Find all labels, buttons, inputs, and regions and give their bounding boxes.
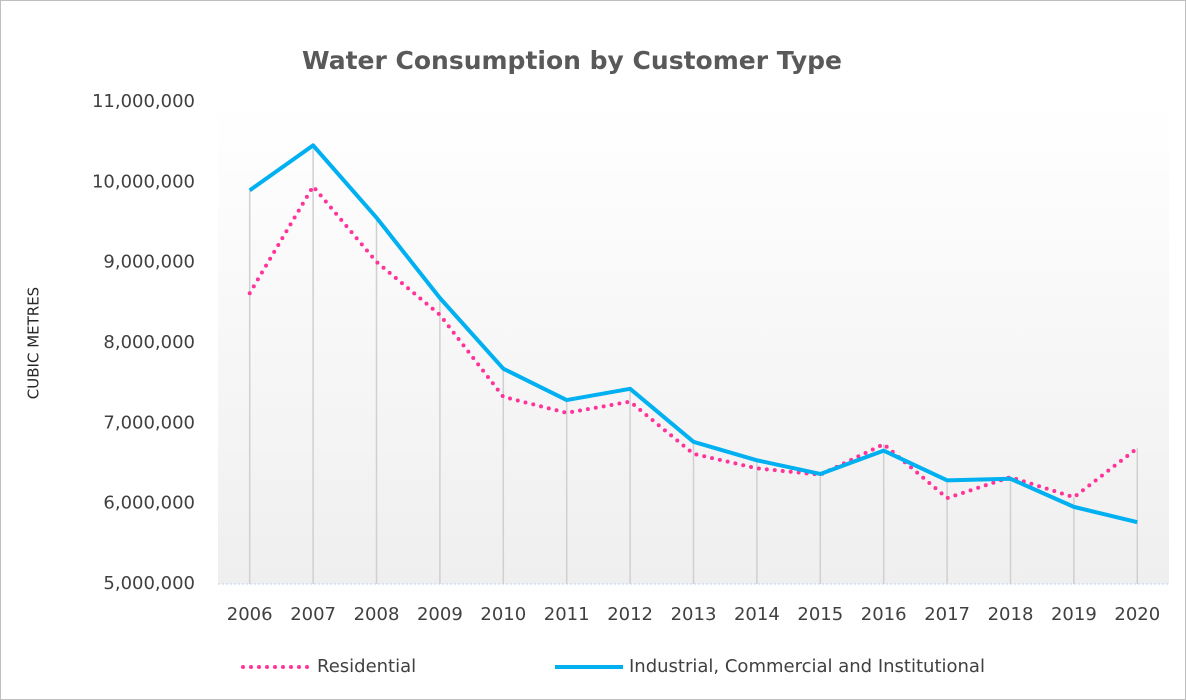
legend-label: Residential — [317, 656, 416, 677]
y-axis-title: CUBIC METRES — [25, 287, 43, 399]
x-tick-label: 2008 — [354, 604, 400, 625]
x-tick-label: 2016 — [861, 604, 907, 625]
x-tick-label: 2009 — [417, 604, 463, 625]
y-tick-label: 11,000,000 — [92, 91, 195, 112]
x-tick-label: 2011 — [544, 604, 590, 625]
y-tick-label: 10,000,000 — [92, 171, 195, 192]
y-tick-label: 5,000,000 — [103, 573, 195, 594]
x-tick-label: 2017 — [924, 604, 970, 625]
y-tick-label: 9,000,000 — [103, 252, 195, 273]
y-tick-label: 8,000,000 — [103, 332, 195, 353]
x-tick-label: 2010 — [480, 604, 526, 625]
x-tick-label: 2020 — [1114, 604, 1160, 625]
series-line — [248, 143, 1138, 525]
chart-title: Water Consumption by Customer Type — [302, 46, 842, 75]
x-tick-label: 2007 — [290, 604, 336, 625]
x-tick-label: 2018 — [988, 604, 1034, 625]
x-tick-label: 2006 — [227, 604, 273, 625]
x-tick-label: 2014 — [734, 604, 780, 625]
x-tick-label: 2012 — [607, 604, 653, 625]
x-tick-label: 2013 — [671, 604, 717, 625]
x-tick-label: 2015 — [797, 604, 843, 625]
y-tick-label: 7,000,000 — [103, 412, 195, 433]
legend-label: Industrial, Commercial and Institutional — [629, 656, 985, 677]
y-tick-label: 6,000,000 — [103, 493, 195, 514]
x-tick-label: 2019 — [1051, 604, 1097, 625]
